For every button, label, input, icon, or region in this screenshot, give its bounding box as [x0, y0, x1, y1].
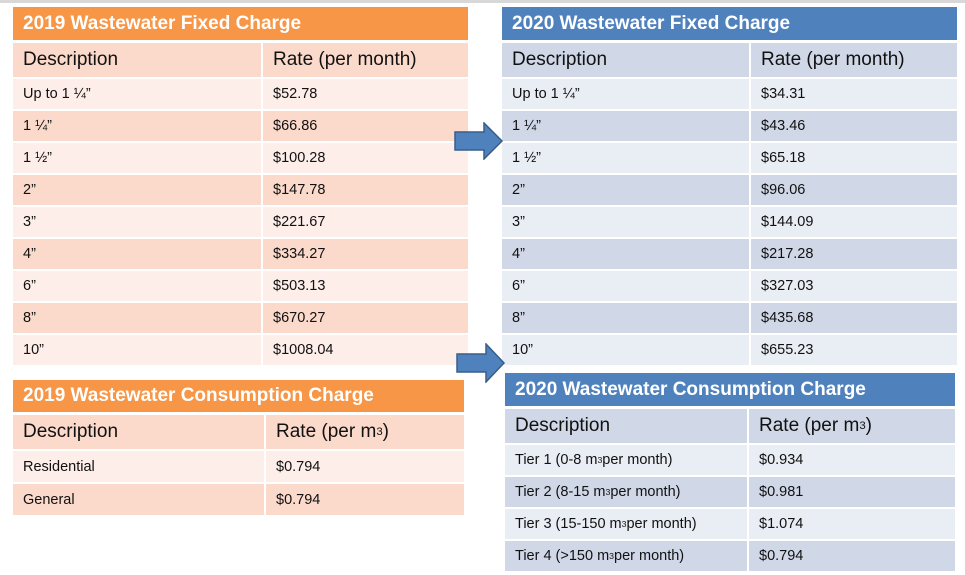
table-title: 2019 Wastewater Consumption Charge [13, 380, 464, 412]
table-2020-consumption-charge: 2020 Wastewater Consumption Charge Descri… [505, 373, 955, 573]
rate-cell: $221.67 [263, 207, 468, 237]
table-2020-fixed-charge: 2020 Wastewater Fixed Charge Description R… [502, 7, 957, 367]
right-arrow-icon [454, 122, 504, 160]
rate-cell: Rate (per month) [751, 43, 957, 77]
table-row: Up to 1 ¼” $52.78 [13, 79, 468, 109]
description-cell: 4” [502, 239, 749, 269]
table-title: 2020 Wastewater Consumption Charge [505, 373, 955, 406]
description-cell: 4” [13, 239, 261, 269]
rate-cell: Rate (per m 3) [266, 415, 464, 449]
description-cell: 1 ½” [502, 143, 749, 173]
table-row: 10” $1008.04 [13, 335, 468, 365]
description-cell: Description [13, 43, 261, 77]
table-title: 2020 Wastewater Fixed Charge [502, 7, 957, 40]
table-row: 1 ¼” $43.46 [502, 111, 957, 141]
rate-cell: $1008.04 [263, 335, 468, 365]
table-row: 8” $670.27 [13, 303, 468, 333]
table-row: 8” $435.68 [502, 303, 957, 333]
description-cell: 2” [502, 175, 749, 205]
table-title: 2019 Wastewater Fixed Charge [13, 7, 468, 40]
rate-cell: Rate (per month) [263, 43, 468, 77]
description-cell: Description [13, 415, 264, 449]
top-border [0, 0, 965, 3]
description-cell: 1 ¼” [502, 111, 749, 141]
description-cell: 6” [502, 271, 749, 301]
rate-cell: $147.78 [263, 175, 468, 205]
table-row: Residential $0.794 [13, 451, 464, 482]
rate-cell: $655.23 [751, 335, 957, 365]
rate-cell: $0.794 [266, 451, 464, 482]
description-cell: Description [505, 409, 747, 443]
table-row: 6” $503.13 [13, 271, 468, 301]
table-row: 3” $144.09 [502, 207, 957, 237]
table-row: 4” $334.27 [13, 239, 468, 269]
rate-cell: $65.18 [751, 143, 957, 173]
description-cell: Up to 1 ¼” [502, 79, 749, 109]
rate-cell: $0.981 [749, 477, 955, 507]
description-cell: Description [502, 43, 749, 77]
rate-cell: $43.46 [751, 111, 957, 141]
rate-cell: $670.27 [263, 303, 468, 333]
table-2019-consumption-charge: 2019 Wastewater Consumption Charge Descri… [13, 380, 464, 517]
description-cell: 6” [13, 271, 261, 301]
table-row: 4” $217.28 [502, 239, 957, 269]
rate-cell: $100.28 [263, 143, 468, 173]
description-cell: 3” [502, 207, 749, 237]
rate-cell: $96.06 [751, 175, 957, 205]
right-arrow-icon [456, 343, 506, 383]
table-row: 6” $327.03 [502, 271, 957, 301]
description-cell: 2” [13, 175, 261, 205]
table-row: General $0.794 [13, 484, 464, 515]
rate-cell: $0.934 [749, 445, 955, 475]
header-row: Description Rate (per m 3) [505, 409, 955, 443]
description-cell: General [13, 484, 264, 515]
rate-cell: $1.074 [749, 509, 955, 539]
description-cell: 10” [502, 335, 749, 365]
rate-cell: $52.78 [263, 79, 468, 109]
table-2019-fixed-charge: 2019 Wastewater Fixed Charge Description R… [13, 7, 468, 367]
rate-cell: Rate (per m 3) [749, 409, 955, 443]
rate-cell: $34.31 [751, 79, 957, 109]
description-cell: 1 ½” [13, 143, 261, 173]
table-row: 1 ½” $65.18 [502, 143, 957, 173]
header-row: Description Rate (per month) [502, 43, 957, 77]
description-cell: 1 ¼” [13, 111, 261, 141]
rate-cell: $327.03 [751, 271, 957, 301]
table-row: 1 ¼” $66.86 [13, 111, 468, 141]
description-cell: 8” [502, 303, 749, 333]
rate-cell: $503.13 [263, 271, 468, 301]
header-row: Description Rate (per month) [13, 43, 468, 77]
table-row: 1 ½” $100.28 [13, 143, 468, 173]
rate-cell: $66.86 [263, 111, 468, 141]
rate-cell: $334.27 [263, 239, 468, 269]
description-cell: Residential [13, 451, 264, 482]
description-cell: Up to 1 ¼” [13, 79, 261, 109]
table-row: 3” $221.67 [13, 207, 468, 237]
table-row: 2” $96.06 [502, 175, 957, 205]
description-cell: 3” [13, 207, 261, 237]
table-row: 2” $147.78 [13, 175, 468, 205]
table-row: Up to 1 ¼” $34.31 [502, 79, 957, 109]
header-row: Description Rate (per m 3) [13, 415, 464, 449]
description-cell: 8” [13, 303, 261, 333]
table-row: 10” $655.23 [502, 335, 957, 365]
rate-cell: $0.794 [749, 541, 955, 571]
rate-cell: $435.68 [751, 303, 957, 333]
rate-cell: $0.794 [266, 484, 464, 515]
description-cell: 10” [13, 335, 261, 365]
rate-cell: $217.28 [751, 239, 957, 269]
rate-cell: $144.09 [751, 207, 957, 237]
